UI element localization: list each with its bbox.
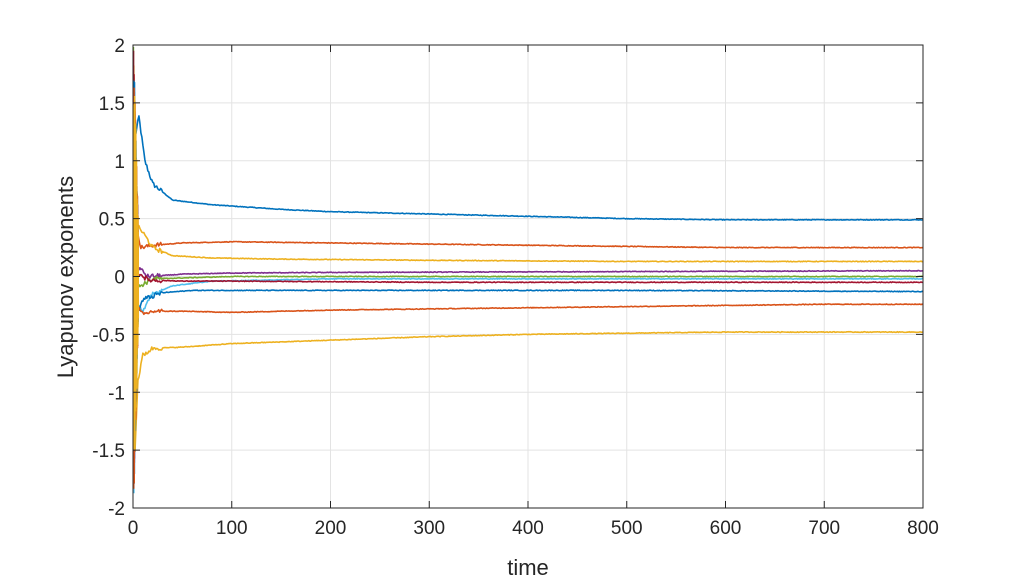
y-tick-label: -1.5 — [92, 441, 125, 462]
y-tick-label: 0.5 — [99, 210, 125, 231]
x-tick-label: 800 — [907, 518, 939, 539]
x-tick-label: 500 — [611, 518, 643, 539]
series-line-6 — [135, 277, 924, 313]
y-tick-label: 2 — [114, 36, 125, 57]
y-axis-title: Lyapunov exponents — [53, 176, 78, 378]
y-tick-label: 1.5 — [99, 94, 125, 115]
tick-marks — [132, 44, 924, 509]
transient-trace — [133, 95, 140, 450]
series-line-3 — [135, 222, 924, 263]
series-line-1 — [134, 115, 924, 221]
y-tick-label: 0 — [114, 268, 125, 289]
series-line-9 — [135, 303, 924, 316]
y-tick-label: -0.5 — [92, 325, 125, 346]
x-tick-label: 0 — [128, 518, 139, 539]
y-tick-label: -2 — [108, 499, 125, 520]
series-layer — [134, 115, 924, 452]
y-tick-label: 1 — [114, 152, 125, 173]
series-line-2 — [134, 220, 924, 250]
x-tick-label: 200 — [315, 518, 347, 539]
series-line-7 — [135, 269, 924, 284]
x-axis-title: time — [507, 555, 549, 580]
series-line-4 — [135, 264, 924, 279]
x-tick-label: 600 — [710, 518, 742, 539]
x-tick-label: 100 — [216, 518, 248, 539]
y-tick-label: -1 — [108, 383, 125, 404]
tick-labels: 0 100 200 300 400 500 600 700 800 -2 -1.5 -1 -0.5 0 0.… — [92, 36, 939, 539]
series-line-10 — [134, 330, 924, 452]
x-tick-label: 700 — [808, 518, 840, 539]
series-line-5 — [135, 275, 924, 290]
series-line-8 — [135, 289, 924, 318]
x-tick-label: 300 — [413, 518, 445, 539]
x-tick-label: 400 — [512, 518, 544, 539]
